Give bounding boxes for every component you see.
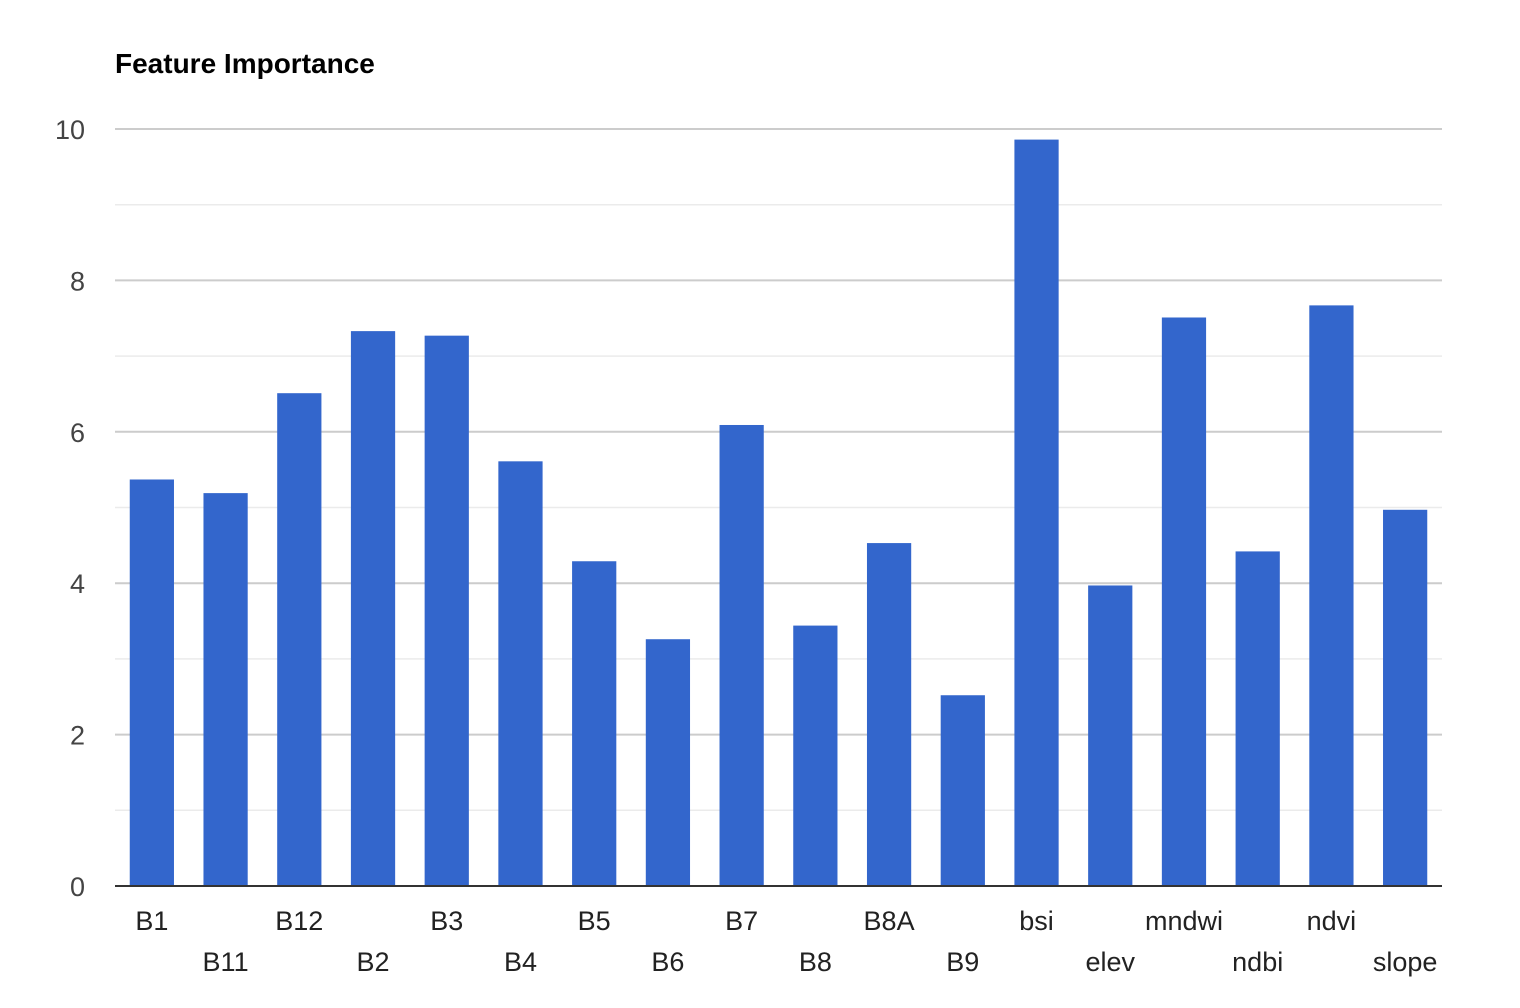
- x-tick-label: B1: [135, 906, 168, 936]
- y-tick-label: 8: [70, 266, 85, 296]
- x-tick-label: B3: [430, 906, 463, 936]
- x-tick-label: B11: [203, 947, 249, 977]
- bar-b6: [645, 639, 691, 886]
- x-tick-label: elev: [1085, 947, 1135, 977]
- x-tick-label: B8A: [864, 906, 915, 936]
- gridlines: [115, 128, 1442, 812]
- bar-ndbi: [1235, 551, 1280, 886]
- x-tick-label: ndbi: [1232, 947, 1283, 977]
- x-tick-label: B12: [275, 906, 323, 936]
- bar-mndwi: [1161, 317, 1207, 886]
- bar-b8: [793, 625, 838, 886]
- bar-b8a: [866, 543, 912, 886]
- x-tick-label: B4: [504, 947, 537, 977]
- x-tick-label: B6: [651, 947, 684, 977]
- x-axis-labels: B1B11B12B2B3B4B5B6B7B8B8AB9bsielevmndwin…: [135, 906, 1437, 977]
- bar-slope: [1383, 509, 1428, 886]
- bar-b1: [129, 479, 174, 886]
- x-tick-label: mndwi: [1145, 906, 1223, 936]
- x-tick-label: slope: [1373, 947, 1438, 977]
- bar-b9: [940, 695, 985, 886]
- x-tick-label: B7: [725, 906, 758, 936]
- bar-b2: [350, 331, 396, 886]
- bar-elev: [1088, 585, 1133, 886]
- y-tick-label: 10: [55, 115, 85, 145]
- y-tick-label: 6: [70, 418, 85, 448]
- y-tick-label: 4: [70, 569, 85, 599]
- bar-ndvi: [1309, 305, 1354, 887]
- x-tick-label: bsi: [1019, 906, 1054, 936]
- chart-title: Feature Importance: [115, 48, 375, 79]
- bars: [129, 139, 1428, 887]
- bar-b3: [424, 335, 469, 886]
- y-tick-label: 2: [70, 721, 85, 751]
- x-tick-label: ndvi: [1307, 906, 1357, 936]
- x-tick-label: B5: [578, 906, 611, 936]
- bar-bsi: [1014, 139, 1059, 886]
- y-axis-ticks: 0 2 4 6 8 10: [55, 115, 85, 902]
- x-tick-label: B8: [799, 947, 832, 977]
- bar-b5: [572, 561, 617, 886]
- bar-b7: [719, 424, 764, 886]
- bar-b11: [203, 493, 248, 886]
- bar-b12: [277, 393, 322, 886]
- x-tick-label: B9: [946, 947, 979, 977]
- bar-b4: [498, 461, 543, 886]
- y-tick-label: 0: [70, 872, 85, 902]
- x-tick-label: B2: [357, 947, 390, 977]
